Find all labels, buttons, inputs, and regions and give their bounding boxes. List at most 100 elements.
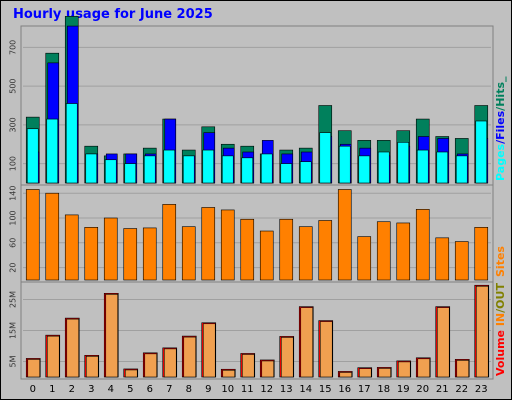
volume-bar: [358, 368, 372, 378]
pages-bar: [182, 155, 195, 184]
sites-bar: [123, 228, 138, 281]
volume-bar: [241, 354, 255, 378]
x-tick-label: 1: [49, 384, 55, 395]
x-tick-label: 21: [436, 384, 449, 395]
pages-bar: [280, 163, 293, 184]
pages-bar: [299, 161, 312, 184]
sites-bar: [454, 241, 469, 281]
sites-bar: [45, 192, 60, 281]
legend-in: IN: [494, 313, 507, 326]
volume-bar: [163, 348, 177, 378]
pages-bar: [124, 163, 137, 184]
panel-1-y-tick-label: 300: [9, 117, 18, 132]
volume-bar: [124, 369, 138, 378]
x-tick-label: 7: [166, 384, 172, 395]
sites-bar: [337, 189, 352, 281]
panel-3-y-tick-label: 5M: [9, 355, 18, 367]
legend-sites: Sites: [494, 246, 507, 277]
sites-bar: [415, 209, 430, 281]
panel-3-y-tick-label: 25M: [9, 291, 18, 308]
sites-bar: [435, 237, 450, 281]
legend-sites-label: Sites: [494, 246, 507, 277]
panel-2-y-tick-label: 60: [9, 238, 18, 248]
pages-bar: [65, 103, 78, 184]
sites-bar: [103, 217, 118, 281]
x-tick-label: 5: [127, 384, 133, 395]
legend-volume: Volume: [494, 330, 507, 376]
volume-bar: [144, 353, 158, 378]
volume-bar: [319, 321, 333, 378]
panel-2-background: [23, 187, 491, 280]
x-tick-label: 11: [241, 384, 254, 395]
volume-bar: [105, 293, 119, 378]
pages-bar: [436, 151, 449, 184]
pages-bar: [143, 155, 156, 184]
x-tick-label: 2: [69, 384, 75, 395]
x-tick-label: 3: [88, 384, 94, 395]
volume-bar: [378, 368, 392, 378]
legend-volume-label: Volume IN/OUT: [494, 283, 507, 376]
x-tick-label: 17: [358, 384, 371, 395]
volume-bar: [202, 323, 216, 378]
volume-bar: [222, 369, 236, 378]
volume-bar: [436, 307, 450, 378]
x-tick-label: 9: [205, 384, 211, 395]
volume-bar: [475, 285, 489, 378]
sites-bar: [259, 230, 274, 281]
pages-bar: [397, 142, 410, 184]
pages-bar: [377, 151, 390, 184]
sites-bar: [181, 226, 196, 281]
x-tick-label: 18: [377, 384, 390, 395]
x-tick-label: 15: [319, 384, 332, 395]
sites-bar: [64, 214, 79, 281]
pages-bar: [260, 153, 273, 184]
sites-bar: [376, 221, 391, 281]
volume-bar: [85, 355, 99, 378]
x-tick-label: 20: [416, 384, 429, 395]
panel-1-y-tick-label: 500: [9, 78, 18, 93]
sites-bar: [201, 207, 216, 281]
sites-bar: [142, 227, 157, 281]
volume-bar: [27, 359, 41, 378]
x-tick-label: 19: [397, 384, 410, 395]
pages-bar: [104, 159, 117, 184]
legend-files: Files: [494, 110, 507, 140]
panel-1-y-tick-label: 100: [9, 156, 18, 171]
panel-3-y-tick-label: 15M: [9, 322, 18, 339]
x-tick-label: 16: [338, 384, 351, 395]
sites-bar: [220, 209, 235, 281]
volume-bar: [339, 372, 353, 378]
chart-title: Hourly usage for June 2025: [13, 7, 213, 22]
sites-bar: [318, 220, 333, 281]
volume-bar: [183, 336, 197, 378]
x-tick-label: 8: [186, 384, 192, 395]
panel-2-y-tick-label: 20: [9, 263, 18, 273]
legend-separator: /: [494, 139, 507, 144]
panel-3-border: [20, 281, 494, 380]
x-tick-label: 0: [30, 384, 36, 395]
pages-bar: [319, 132, 332, 184]
x-tick-label: 12: [260, 384, 273, 395]
legend-pages: Pages: [494, 143, 507, 181]
sites-bar: [396, 222, 411, 281]
sites-bar: [162, 204, 177, 281]
panel-2-y-tick-label: 140: [9, 186, 18, 201]
pages-bar: [338, 145, 351, 184]
x-tick-label: 14: [299, 384, 312, 395]
pages-bar: [46, 118, 59, 184]
legend-separator: /: [494, 106, 507, 111]
volume-bar: [300, 307, 314, 378]
x-tick-label: 22: [455, 384, 468, 395]
panel-2-y-tick-label: 100: [9, 210, 18, 225]
x-tick-label: 4: [108, 384, 114, 395]
sites-bar: [279, 218, 294, 281]
pages-bar: [475, 120, 488, 184]
legend-hits-files-pages: Pages/Files/Hits_: [494, 76, 507, 181]
volume-bar: [66, 318, 80, 378]
sites-bar: [474, 227, 489, 281]
x-tick-label: 6: [147, 384, 153, 395]
pages-bar: [241, 157, 254, 184]
legend-separator: /: [494, 308, 507, 313]
pages-bar: [455, 155, 468, 184]
